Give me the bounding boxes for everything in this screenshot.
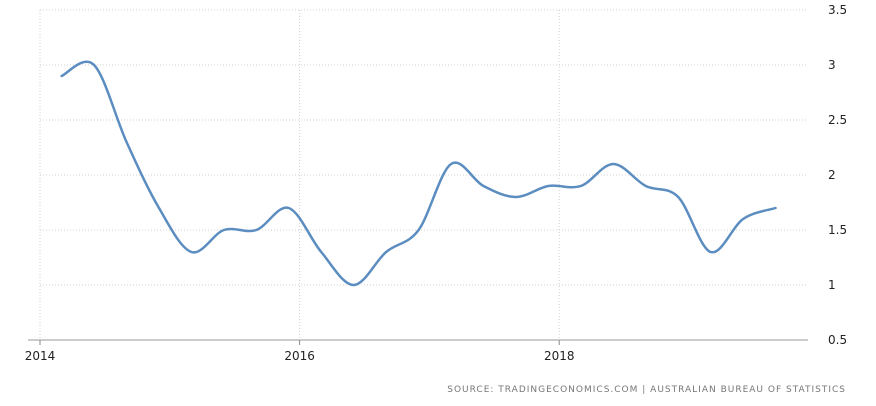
x-tick-labels: 2014 2016 2018 [25,349,575,363]
series-line [60,60,777,287]
y-tick-label: 1 [828,278,836,292]
y-tick-label: 0.5 [828,333,847,347]
y-tick-label: 1.5 [828,223,847,237]
series-group [60,60,777,287]
y-tick-label: 2.5 [828,113,847,127]
grid-lines [39,9,808,341]
y-tick-labels: 0.5 1 1.5 2 2.5 3 3.5 [828,3,847,347]
x-tick-label: 2018 [544,349,575,363]
y-tick-label: 3 [828,58,836,72]
x-tick-label: 2014 [25,349,56,363]
y-tick-label: 3.5 [828,3,847,17]
axes [28,339,808,345]
source-note: SOURCE: TRADINGECONOMICS.COM | AUSTRALIA… [447,385,846,395]
y-tick-label: 2 [828,168,836,182]
x-tick-label: 2016 [284,349,315,363]
line-chart: 2014 2016 2018 0.5 1 1.5 2 2.5 3 3.5 [25,3,847,363]
